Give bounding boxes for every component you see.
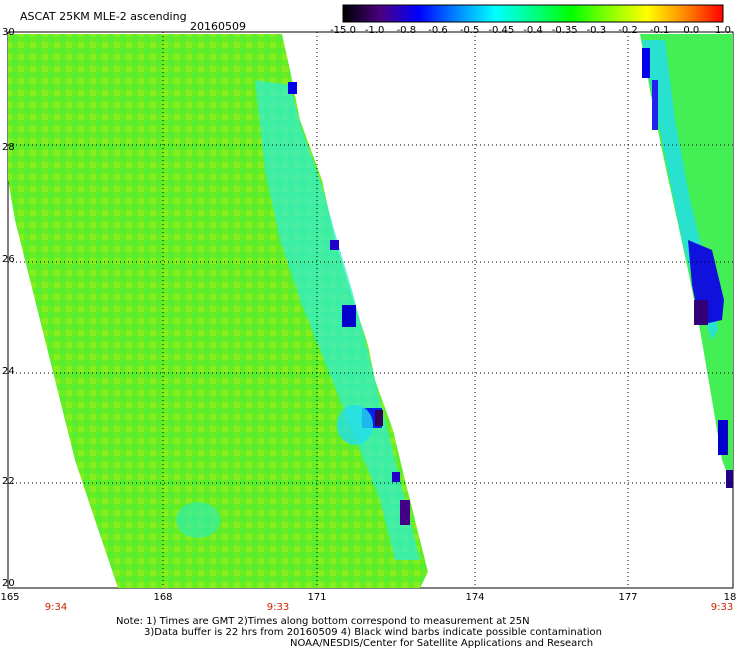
colorbar-label: -0.3: [586, 25, 607, 36]
lat-label: 24: [2, 366, 15, 377]
blue-cell: [375, 410, 383, 426]
cyan-patch: [176, 502, 220, 538]
lon-label: 168: [153, 592, 173, 603]
lon-label: 165: [0, 592, 20, 603]
lon-label: 177: [618, 592, 638, 603]
blue-cell: [288, 82, 297, 94]
colorbar-label: -15.0: [330, 25, 356, 36]
colorbar-label: -0.6: [428, 25, 448, 36]
colorbar-label: -0.2: [618, 25, 638, 36]
blue-cell: [392, 472, 400, 482]
colorbar-label: -0.5: [459, 25, 480, 36]
right-swath: [640, 34, 733, 488]
map-title: ASCAT 25KM MLE-2 ascending: [20, 10, 187, 23]
blue-cell: [718, 420, 728, 455]
note-line-1: Note: 1) Times are GMT 2)Times along bot…: [116, 616, 530, 627]
colorbar-label: -0.45: [488, 25, 515, 36]
colorbar-label: -0.4: [523, 25, 543, 36]
colorbar: [342, 4, 724, 23]
colorbar-label: 0.0: [683, 25, 700, 36]
grid: [8, 32, 733, 588]
time-label: 9:33: [710, 602, 734, 613]
lon-label: 171: [307, 592, 327, 603]
note-line-2: 3)Data buffer is 22 hrs from 20160509 4)…: [144, 627, 602, 638]
left-swath: [8, 34, 428, 588]
lat-label: 22: [2, 476, 15, 487]
cyan-patch: [337, 405, 373, 445]
lon-label: 174: [465, 592, 485, 603]
lon-label: 18: [723, 592, 737, 603]
blue-cell: [642, 48, 650, 78]
blue-cell: [652, 80, 658, 130]
lat-label: 20: [2, 578, 15, 589]
colorbar-label: 1.0: [715, 25, 731, 36]
blue-cell: [400, 500, 410, 525]
blue-cell: [342, 305, 356, 327]
lat-label: 30: [2, 27, 15, 38]
colorbar-label: -0.1: [649, 25, 670, 36]
lat-label: 26: [2, 254, 15, 265]
map-date: 20160509: [190, 20, 246, 33]
blue-cell: [694, 300, 708, 325]
lat-label: 28: [2, 142, 15, 153]
time-label: 9:34: [44, 602, 68, 613]
time-label: 9:33: [266, 602, 290, 613]
colorbar-label: -0.8: [396, 25, 417, 36]
colorbar-ramp: [342, 4, 724, 23]
blue-cell: [330, 240, 339, 250]
colorbar-label: -1.0: [364, 25, 385, 36]
note-line-3: NOAA/NESDIS/Center for Satellite Applica…: [290, 638, 594, 649]
left-swath-edge: [255, 80, 420, 560]
colorbar-label: -0.35: [551, 25, 578, 36]
blue-cell: [726, 470, 733, 488]
